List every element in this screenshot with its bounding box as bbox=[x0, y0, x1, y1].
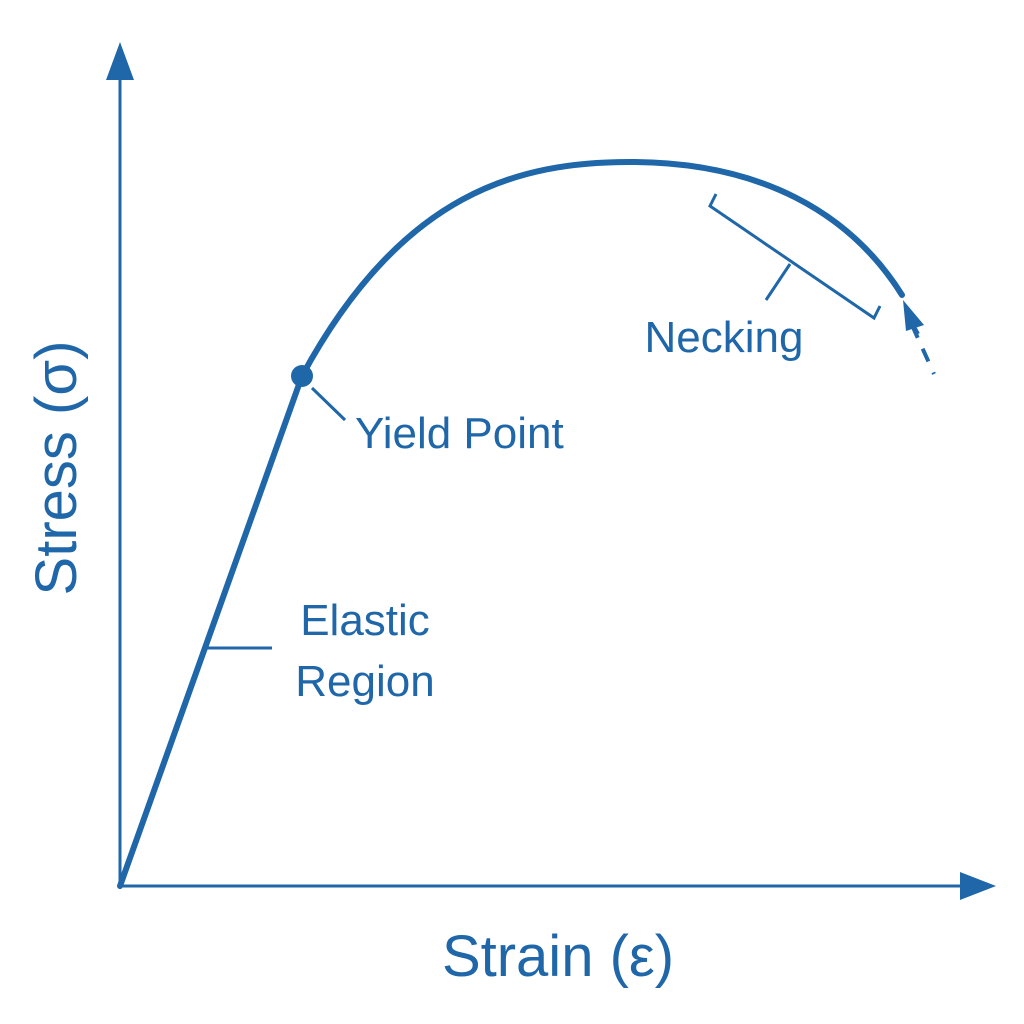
necking-bracket-leader bbox=[764, 263, 792, 301]
yield-point-marker bbox=[291, 365, 313, 387]
elastic-segment bbox=[117, 373, 305, 889]
x-axis-label: Strain (ε) bbox=[442, 924, 674, 989]
yield-point-leader bbox=[310, 386, 347, 422]
yield-point-label: Yield Point bbox=[355, 409, 564, 458]
axes bbox=[118, 70, 972, 888]
elastic-region-label-line1: Elastic bbox=[300, 596, 430, 645]
y-axis-arrowhead bbox=[106, 42, 134, 80]
plastic-curve bbox=[299, 158, 905, 379]
y-axis-label: Stress (σ) bbox=[24, 341, 89, 596]
necking-arrowhead bbox=[903, 300, 924, 331]
x-axis-arrowhead bbox=[960, 872, 996, 900]
necking-label: Necking bbox=[645, 313, 804, 362]
elastic-region-label-line2: Region bbox=[295, 657, 434, 706]
necking-bracket bbox=[708, 193, 882, 321]
